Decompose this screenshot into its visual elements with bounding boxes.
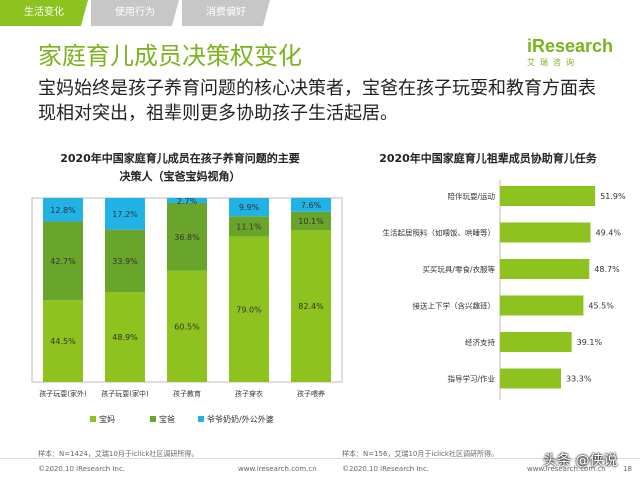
data-label: 60.5%	[174, 322, 200, 331]
bar-segment	[167, 270, 207, 382]
bar	[500, 222, 591, 243]
bar-segment	[291, 197, 331, 212]
legend-swatch	[198, 416, 204, 422]
bar	[500, 332, 572, 352]
bar-segment	[167, 198, 207, 203]
bar-segment	[291, 230, 331, 382]
data-label: 51.9%	[600, 192, 626, 201]
page-title: 家庭育儿成员决策权变化	[38, 42, 302, 70]
data-label: 44.5%	[50, 337, 76, 346]
data-label: 82.4%	[298, 302, 324, 311]
y-tick-label: 生活起居照料（如喂饭、哄睡等）	[383, 228, 496, 238]
left-chart-title-line2: 决策人（宝爸宝妈视角）	[119, 170, 241, 183]
data-label: 10.1%	[298, 217, 324, 226]
y-tick-label: 买买玩具/零食/衣服等	[422, 264, 495, 274]
bar-segment	[229, 236, 269, 382]
bar-segment	[229, 198, 269, 217]
data-label: 33.9%	[112, 257, 138, 266]
x-tick-label: 孩子穿衣	[235, 389, 263, 398]
data-label: 33.3%	[566, 375, 592, 384]
legend-label: 宝妈	[99, 414, 115, 424]
y-tick-label: 经济支持	[465, 337, 495, 347]
bar-segment	[43, 221, 83, 301]
bar-segment	[291, 211, 331, 231]
left-chart-title-line1: 2020年中国家庭育儿成员在孩子养育问题的主要	[60, 152, 300, 165]
footer-copyright-right: ©2020.10 iResearch Inc.	[342, 465, 430, 473]
decision-maker-chart: 44.5% 42.7% 12.8% 孩子玩耍(家外) 48.9% 33.9% 17.2% 孩子…	[31, 197, 343, 424]
y-tick-label: 陪伴玩耍/运动	[447, 191, 495, 201]
footer-copyright-left: ©2020.10 iResearch Inc.	[38, 465, 126, 473]
data-label: 48.7%	[594, 265, 620, 274]
bar	[500, 368, 562, 389]
bar-segment	[167, 202, 207, 271]
x-tick-label: 孩子玩耍(家外)	[39, 389, 87, 398]
footer-divider	[0, 458, 640, 459]
bar-segment	[229, 216, 269, 237]
data-label: 12.8%	[50, 206, 76, 215]
bar-segment	[105, 292, 145, 382]
bar	[500, 295, 584, 316]
right-chart-title: 2020年中国家庭育儿祖辈成员协助育儿任务	[379, 152, 597, 165]
data-label: 42.7%	[50, 257, 76, 266]
y-tick-label: 指导学习/作业	[447, 374, 495, 384]
left-chart-title: 2020年中国家庭育儿成员在孩子养育问题的主要 决策人（宝爸宝妈视角）	[30, 150, 330, 186]
iresearch-logo: iResearch 艾瑞咨询	[527, 36, 614, 72]
legend-swatch	[90, 416, 96, 422]
x-tick-label: 孩子喂养	[297, 389, 325, 398]
logo-wordmark: iResearch	[527, 36, 614, 56]
data-label: 49.4%	[596, 229, 622, 238]
footer-url-left[interactable]: www.iresearch.com.cn	[238, 465, 317, 473]
summary-text: 宝妈始终是孩子养育问题的核心决策者，宝爸在孩子玩耍和教育方面表现相对突出，祖辈则…	[38, 78, 596, 124]
data-label: 36.8%	[174, 233, 200, 242]
right-sample-note: 样本：N=156，艾瑞10月于iclick社区调研所得。	[342, 450, 498, 458]
footer-url-right[interactable]: www.iresearch.com.cn	[527, 465, 606, 473]
data-label: 79.0%	[236, 305, 262, 314]
data-label: 48.9%	[112, 333, 138, 342]
bar	[500, 259, 590, 279]
x-tick-label: 孩子玩耍(家中)	[101, 389, 149, 398]
bar-segment	[43, 300, 83, 382]
data-label: 7.6%	[301, 201, 322, 210]
data-label: 2.7%	[177, 197, 198, 206]
data-label: 11.1%	[236, 222, 262, 231]
section-tabs: 生活变化 使用行为 消费偏好	[0, 0, 273, 26]
grandparent-task-chart: 陪伴玩耍/运动 51.9% 生活起居照料（如喂饭、哄睡等） 49.4% 买买玩具/零食/…	[383, 180, 626, 400]
watermark: 头条 @侠说	[543, 453, 618, 469]
legend-label: 宝爸	[159, 414, 175, 424]
left-sample-note: 样本：N=1424，艾瑞10月于iclick社区调研所得。	[38, 450, 199, 458]
data-label: 9.9%	[239, 203, 260, 212]
tab-consumption-preference[interactable]: 消费偏好	[182, 0, 270, 26]
legend-label: 爷爷奶奶/外公外婆	[207, 414, 274, 424]
page-number: 18	[623, 465, 632, 473]
tab-usage-behavior[interactable]: 使用行为	[91, 0, 179, 26]
bar-segment	[105, 198, 145, 230]
bar-segment	[43, 198, 83, 222]
y-tick-label: 接送上下学（含兴趣班）	[413, 301, 496, 311]
x-tick-label: 孩子教育	[173, 389, 201, 398]
bar	[500, 186, 596, 206]
tab-life-change[interactable]: 生活变化	[0, 0, 88, 26]
data-label: 17.2%	[112, 210, 138, 219]
bar-segment	[105, 229, 145, 293]
legend-swatch	[150, 416, 156, 422]
data-label: 45.5%	[588, 302, 614, 311]
logo-subtitle: 艾瑞咨询	[527, 58, 579, 67]
data-label: 39.1%	[577, 338, 603, 347]
